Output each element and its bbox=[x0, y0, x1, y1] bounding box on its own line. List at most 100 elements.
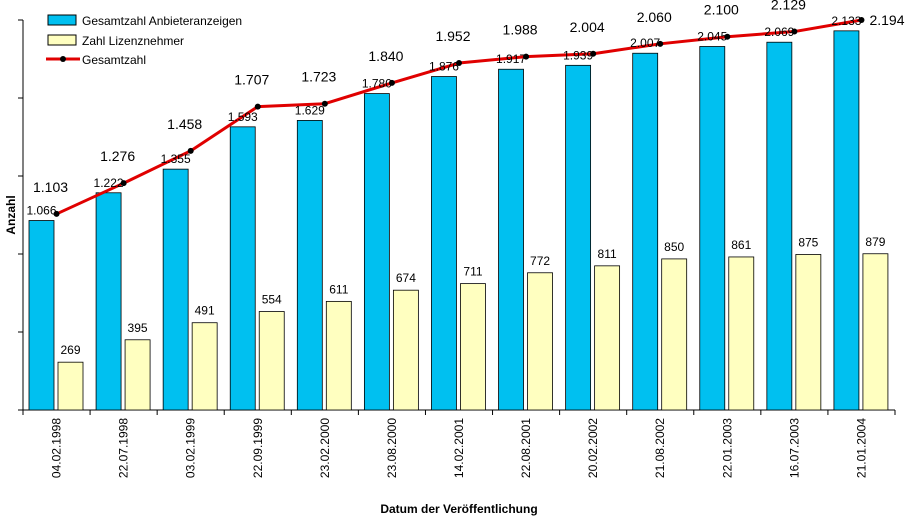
bar-lizenznehmer bbox=[124, 339, 151, 411]
gesamtzahl-marker bbox=[523, 53, 530, 60]
data-label-lizenznehmer: 879 bbox=[865, 235, 885, 249]
gesamtzahl-line-layer bbox=[53, 17, 865, 217]
gesamtzahl-marker bbox=[590, 50, 597, 57]
data-label-lizenznehmer: 491 bbox=[195, 304, 215, 318]
bar-lizenznehmer bbox=[594, 265, 621, 411]
bar-lizenznehmer bbox=[661, 258, 688, 411]
data-label-anbieteranzeigen: 1.629 bbox=[295, 103, 325, 117]
x-tick-label: 21.08.2002 bbox=[653, 418, 667, 478]
bar-anbieteranzeigen bbox=[431, 76, 457, 411]
legend-swatch-anbieteranzeigen bbox=[47, 14, 77, 26]
legend-label-anbieteranzeigen: Gesamtzahl Anbieteranzeigen bbox=[82, 14, 242, 28]
data-label-lizenznehmer: 861 bbox=[731, 238, 751, 252]
gesamtzahl-marker bbox=[657, 40, 664, 47]
data-label-gesamtzahl: 2.129 bbox=[771, 0, 806, 13]
bar-anbieteranzeigen bbox=[28, 220, 55, 411]
gesamtzahl-marker bbox=[724, 33, 731, 40]
bars bbox=[28, 30, 889, 411]
x-axis-title: Datum der Veröffentlichung bbox=[380, 502, 537, 516]
x-tick-label: 23.08.2000 bbox=[385, 418, 399, 478]
data-label-gesamtzahl: 2.060 bbox=[637, 9, 672, 25]
bar-anbieteranzeigen bbox=[363, 93, 390, 411]
bar-anbieteranzeigen bbox=[296, 120, 323, 411]
data-label-gesamtzahl: 2.194 bbox=[869, 12, 904, 28]
x-tick-label: 22.01.2003 bbox=[720, 418, 734, 478]
data-label-anbieteranzeigen: 2.069 bbox=[764, 25, 794, 39]
data-label-gesamtzahl: 1.840 bbox=[368, 48, 403, 64]
data-label-gesamtzahl: 2.100 bbox=[704, 2, 739, 18]
gesamtzahl-marker bbox=[858, 17, 865, 23]
bar-anbieteranzeigen bbox=[229, 126, 256, 411]
x-tick-labels: 04.02.1998 22.07.1998 03.02.1999 22.09.1999… bbox=[50, 418, 869, 478]
legend-label-gesamtzahl: Gesamtzahl bbox=[82, 53, 146, 67]
x-tick-label: 22.07.1998 bbox=[117, 418, 131, 478]
x-tick-label: 22.08.2001 bbox=[519, 418, 533, 478]
bar-lizenznehmer bbox=[325, 300, 352, 411]
bar-anbieteranzeigen bbox=[565, 64, 592, 411]
data-label-lizenznehmer: 711 bbox=[463, 265, 482, 279]
bar-lizenznehmer bbox=[57, 361, 84, 411]
legend: Gesamtzahl Anbieteranzeigen Zahl Lizenzn… bbox=[46, 14, 242, 67]
data-label-lizenznehmer: 554 bbox=[262, 293, 282, 307]
gesamtzahl-marker bbox=[388, 79, 395, 86]
data-label-lizenznehmer: 611 bbox=[329, 282, 348, 296]
data-label-anbieteranzeigen: 2.045 bbox=[697, 29, 727, 43]
gesamtzahl-marker bbox=[456, 60, 462, 67]
legend-label-lizenznehmer: Zahl Lizenznehmer bbox=[82, 34, 184, 48]
data-label-anbieteranzeigen: 1.917 bbox=[496, 52, 526, 66]
data-label-anbieteranzeigen: 1.780 bbox=[362, 77, 392, 91]
x-tick-label: 22.09.1999 bbox=[251, 418, 265, 478]
data-label-anbieteranzeigen: 2.007 bbox=[630, 36, 660, 50]
data-label-anbieteranzeigen: 1.939 bbox=[563, 48, 593, 62]
bar-anbieteranzeigen bbox=[699, 46, 726, 411]
x-tick-label: 16.07.2003 bbox=[787, 418, 801, 478]
data-label-lizenznehmer: 269 bbox=[60, 343, 80, 357]
bar-anbieteranzeigen bbox=[498, 68, 524, 411]
data-label-gesamtzahl: 2.004 bbox=[570, 19, 605, 35]
data-label-gesamtzahl: 1.103 bbox=[33, 179, 68, 195]
bar-lizenznehmer bbox=[258, 311, 285, 411]
bar-lizenznehmer bbox=[795, 254, 822, 411]
data-label-lizenznehmer: 674 bbox=[396, 271, 416, 285]
data-label-anbieteranzeigen: 1.876 bbox=[429, 60, 459, 74]
bar-lizenznehmer bbox=[392, 289, 419, 411]
gesamtzahl-marker bbox=[791, 28, 798, 35]
x-tick-label: 03.02.1999 bbox=[184, 418, 198, 478]
bar-lizenznehmer bbox=[862, 253, 889, 411]
y-axis-title: Anzahl bbox=[4, 195, 18, 234]
data-label-gesamtzahl: 1.458 bbox=[167, 116, 202, 132]
data-label-lizenznehmer: 395 bbox=[128, 321, 148, 335]
bar-anbieteranzeigen bbox=[632, 52, 659, 411]
data-label-gesamtzahl: 1.723 bbox=[301, 69, 336, 85]
data-label-gesamtzahl: 1.988 bbox=[503, 22, 538, 38]
gesamtzahl-marker bbox=[187, 147, 194, 154]
x-tick-label: 14.02.2001 bbox=[452, 418, 466, 478]
bar-anbieteranzeigen bbox=[162, 168, 189, 411]
data-label-anbieteranzeigen: 1.355 bbox=[161, 152, 191, 166]
bar-lizenznehmer bbox=[460, 283, 486, 411]
gesamtzahl-marker bbox=[120, 180, 127, 187]
data-label-lizenznehmer: 772 bbox=[530, 254, 550, 268]
data-label-lizenznehmer: 811 bbox=[598, 247, 617, 261]
bar-lizenznehmer bbox=[527, 272, 553, 411]
x-tick-label: 23.02.2000 bbox=[318, 418, 332, 478]
x-tick-label: 04.02.1998 bbox=[50, 418, 64, 478]
data-labels: 1.066 269 1.222 395 1.355 491 1.593 554 1.629 611… bbox=[26, 0, 904, 357]
data-label-anbieteranzeigen: 1.222 bbox=[94, 176, 124, 190]
x-tick-label: 21.01.2004 bbox=[854, 418, 868, 478]
data-label-gesamtzahl: 1.276 bbox=[100, 148, 135, 164]
gesamtzahl-marker bbox=[53, 210, 60, 217]
data-label-lizenznehmer: 850 bbox=[664, 240, 684, 254]
legend-marker-gesamtzahl bbox=[60, 56, 66, 62]
bar-anbieteranzeigen bbox=[833, 30, 860, 411]
bar-lizenznehmer bbox=[191, 322, 218, 411]
gesamtzahl-marker bbox=[321, 100, 328, 107]
data-label-gesamtzahl: 1.707 bbox=[234, 72, 269, 88]
bar-anbieteranzeigen bbox=[766, 41, 793, 411]
data-label-lizenznehmer: 875 bbox=[798, 235, 818, 249]
data-label-gesamtzahl: 1.952 bbox=[435, 28, 470, 44]
gesamtzahl-marker bbox=[254, 103, 261, 110]
data-label-anbieteranzeigen: 1.593 bbox=[228, 110, 258, 124]
